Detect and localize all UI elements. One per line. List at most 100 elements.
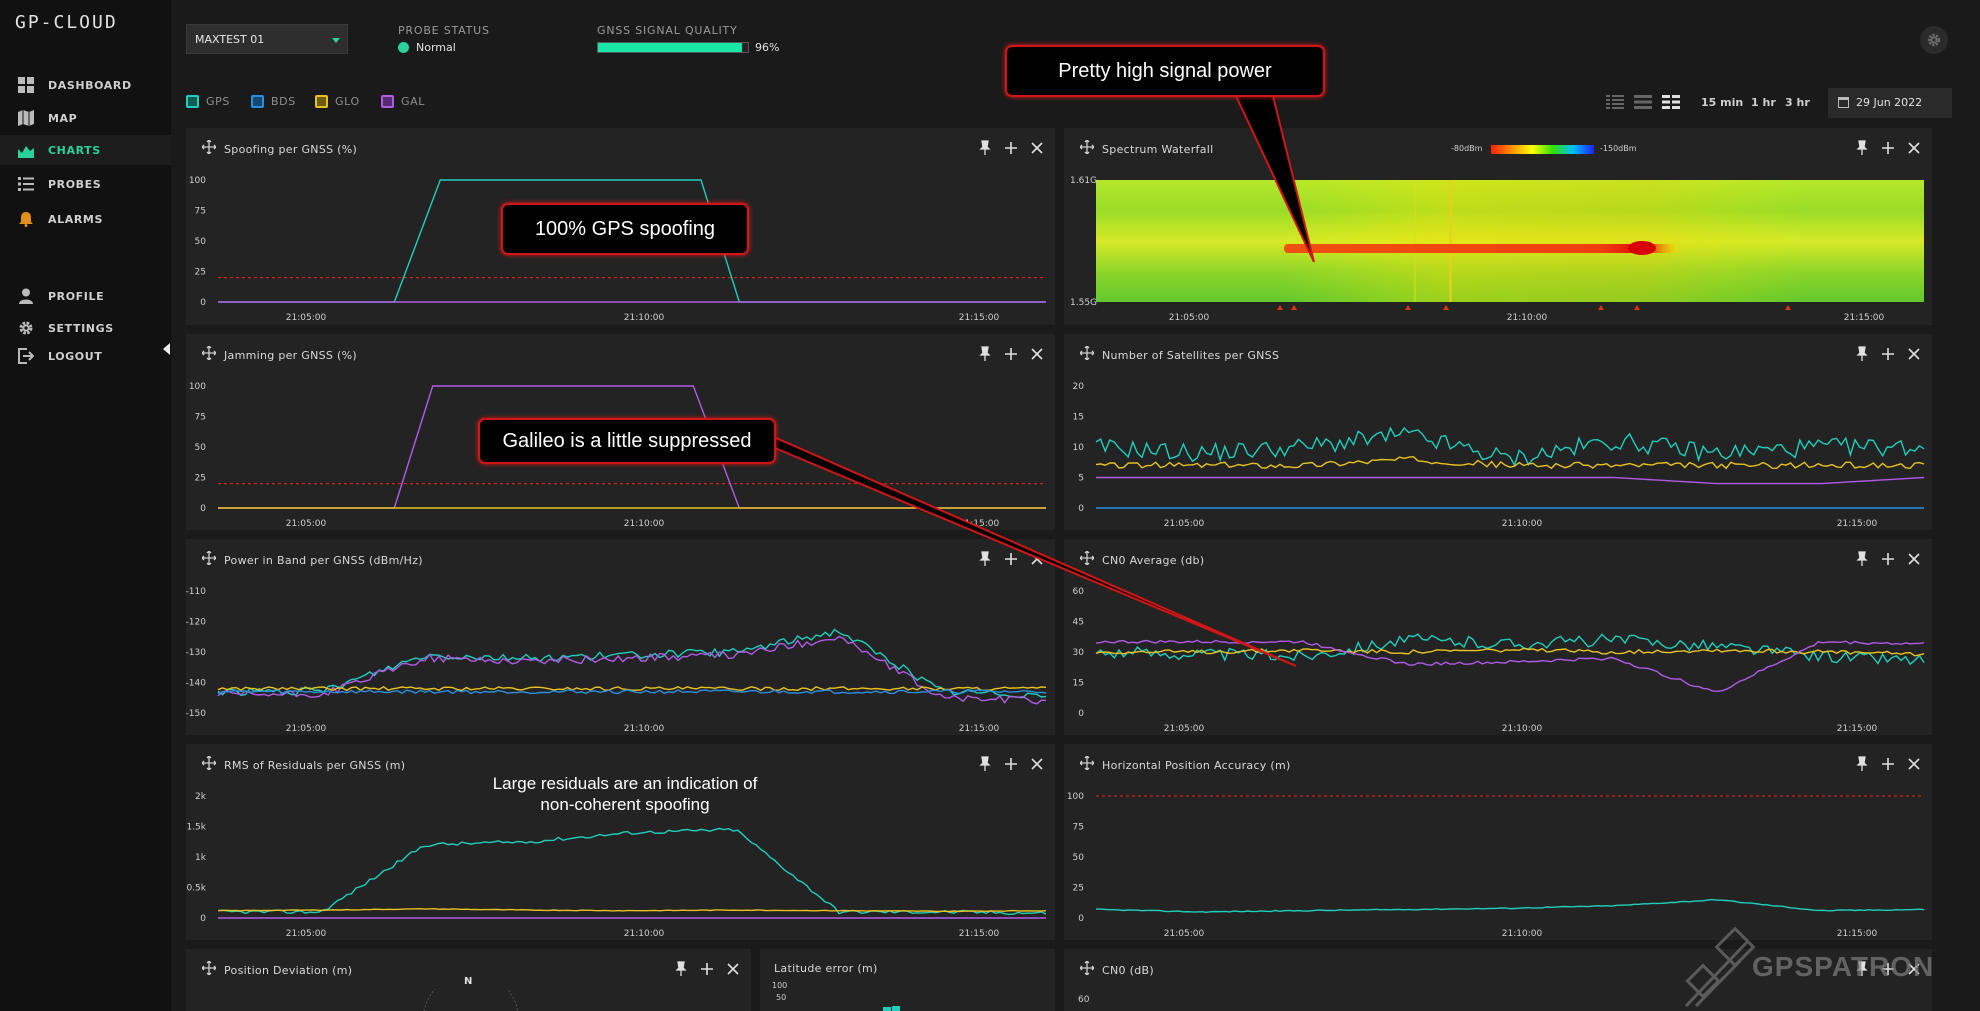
waterfall-y-bottom: 1.55G xyxy=(1070,298,1097,308)
close-icon xyxy=(1908,963,1920,975)
sidebar-item-label: SETTINGS xyxy=(48,321,114,335)
move-icon[interactable] xyxy=(1080,551,1094,565)
x-tick: 21:05:00 xyxy=(286,724,327,734)
x-tick: 21:10:00 xyxy=(624,313,665,323)
waterfall-signal-band xyxy=(1284,244,1677,253)
move-icon[interactable] xyxy=(1080,756,1094,770)
probe-select[interactable]: MAXTEST 01 xyxy=(186,24,348,54)
close-button[interactable] xyxy=(1029,346,1045,362)
sidebar-item-profile[interactable]: PROFILE xyxy=(0,281,171,311)
add-button[interactable] xyxy=(699,961,715,977)
rms-residuals-chart: 0 0.5k 1k 1.5k 2k 21:05:00 21:10:00 21:15:00 xyxy=(186,792,1047,939)
legend-item-glo[interactable]: GLO xyxy=(315,94,360,109)
pin-icon xyxy=(1856,961,1868,976)
y-tick: 50 xyxy=(776,993,786,1002)
sidebar-item-alarms[interactable]: ALARMS xyxy=(0,204,171,234)
close-button[interactable] xyxy=(1029,140,1045,156)
close-button[interactable] xyxy=(1906,961,1922,977)
y-tick: 100 xyxy=(772,981,787,990)
close-button[interactable] xyxy=(1906,140,1922,156)
add-button[interactable] xyxy=(1003,140,1019,156)
move-icon[interactable] xyxy=(1080,140,1094,154)
sidebar-item-map[interactable]: MAP xyxy=(0,103,171,133)
legend-label: GAL xyxy=(401,95,425,108)
panel-title: CN0 Average (db) xyxy=(1102,554,1205,567)
series-line-glo xyxy=(1095,455,1925,470)
move-icon[interactable] xyxy=(202,961,216,975)
view-grid-icon[interactable] xyxy=(1662,95,1680,109)
move-icon[interactable] xyxy=(202,140,216,154)
y-tick: -120 xyxy=(186,618,206,628)
panel-cn0-average: CN0 Average (db) 0 15 30 45 60 21:05:00 21:10:… xyxy=(1064,539,1932,735)
add-button[interactable] xyxy=(1880,756,1896,772)
add-button[interactable] xyxy=(1003,551,1019,567)
x-tick: 21:05:00 xyxy=(1164,929,1205,939)
pin-button[interactable] xyxy=(977,756,993,772)
sidebar-item-logout[interactable]: LOGOUT xyxy=(0,341,171,371)
latitude-error-chart: 100 50 xyxy=(772,981,900,1011)
x-tick: 21:10:00 xyxy=(1502,929,1543,939)
panel-title: Power in Band per GNSS (dBm/Hz) xyxy=(224,554,423,567)
x-tick: 21:10:00 xyxy=(1502,724,1543,734)
waterfall-scale-max: -150dBm xyxy=(1600,144,1637,153)
y-tick: 1.5k xyxy=(186,823,206,833)
date-picker[interactable]: 29 Jun 2022 xyxy=(1828,88,1952,118)
callout-pointer-signal-power xyxy=(1234,95,1315,263)
add-button[interactable] xyxy=(1003,756,1019,772)
close-button[interactable] xyxy=(1906,346,1922,362)
view-list-icon[interactable] xyxy=(1634,95,1652,109)
series-line-gps xyxy=(217,628,1047,699)
close-button[interactable] xyxy=(1029,756,1045,772)
move-icon[interactable] xyxy=(202,756,216,770)
cn0-chart: 60 xyxy=(1078,995,1090,1005)
panel-spectrum-waterfall: Spectrum Waterfall -80dBm -150dBm 1.61G … xyxy=(1064,128,1932,325)
signal-quality-bar xyxy=(597,42,749,53)
view-list-compact-icon[interactable] xyxy=(1606,95,1624,109)
legend-item-gal[interactable]: GAL xyxy=(381,94,425,109)
sidebar-item-charts[interactable]: CHARTS xyxy=(0,135,171,165)
pin-button[interactable] xyxy=(1854,961,1870,977)
legend-item-gps[interactable]: GPS xyxy=(186,94,230,109)
move-icon[interactable] xyxy=(202,551,216,565)
range-1hr-button[interactable]: 1 hr xyxy=(1751,96,1776,109)
pin-button[interactable] xyxy=(977,551,993,567)
y-tick: -150 xyxy=(186,709,206,719)
pin-button[interactable] xyxy=(977,346,993,362)
move-icon[interactable] xyxy=(202,346,216,360)
pin-button[interactable] xyxy=(977,140,993,156)
settings-button[interactable] xyxy=(1920,26,1948,54)
close-button[interactable] xyxy=(1906,756,1922,772)
panel-tools xyxy=(1854,346,1922,362)
add-button[interactable] xyxy=(1003,346,1019,362)
legend-item-bds[interactable]: BDS xyxy=(251,94,296,109)
y-tick: 75 xyxy=(195,207,206,217)
plus-icon xyxy=(1882,963,1894,975)
panel-satellites: Number of Satellites per GNSS 0 5 10 15 20 21… xyxy=(1064,334,1932,530)
pin-button[interactable] xyxy=(673,961,689,977)
map-icon xyxy=(18,110,34,126)
move-icon[interactable] xyxy=(1080,346,1094,360)
latitude-bar xyxy=(883,1007,891,1011)
series-line-gal xyxy=(1096,476,1925,485)
close-button[interactable] xyxy=(725,961,741,977)
plus-icon xyxy=(1882,348,1894,360)
panel-title: Spoofing per GNSS (%) xyxy=(224,143,358,156)
pin-button[interactable] xyxy=(1854,551,1870,567)
add-button[interactable] xyxy=(1880,346,1896,362)
sidebar-item-settings[interactable]: SETTINGS xyxy=(0,313,171,343)
add-button[interactable] xyxy=(1880,140,1896,156)
sidebar-item-dashboard[interactable]: DASHBOARD xyxy=(0,70,171,100)
waterfall-vertical-line xyxy=(1449,180,1452,302)
range-3hr-button[interactable]: 3 hr xyxy=(1785,96,1810,109)
range-15min-button[interactable]: 15 min xyxy=(1701,96,1744,109)
pin-button[interactable] xyxy=(1854,756,1870,772)
sidebar-collapse-arrow-icon[interactable] xyxy=(163,343,170,355)
add-button[interactable] xyxy=(1880,961,1896,977)
pin-button[interactable] xyxy=(1854,346,1870,362)
pin-button[interactable] xyxy=(1854,140,1870,156)
move-icon[interactable] xyxy=(1080,961,1094,975)
close-button[interactable] xyxy=(1906,551,1922,567)
add-button[interactable] xyxy=(1880,551,1896,567)
panel-power-in-band: Power in Band per GNSS (dBm/Hz) -110 -120… xyxy=(186,539,1055,735)
sidebar-item-probes[interactable]: PROBES xyxy=(0,169,171,199)
